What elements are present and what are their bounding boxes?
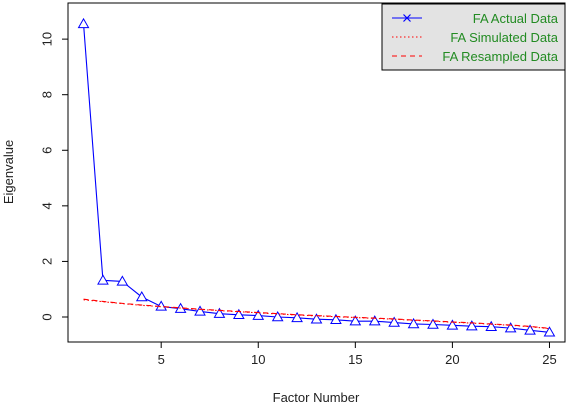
x-tick-label: 15 bbox=[348, 352, 362, 367]
data-point bbox=[446, 319, 459, 330]
y-tick-label: 8 bbox=[39, 91, 54, 98]
legend: FA Actual Data FA Simulated Data FA Resamp… bbox=[381, 3, 566, 71]
legend-marker bbox=[403, 14, 411, 22]
data-point bbox=[388, 316, 401, 327]
data-point bbox=[97, 274, 109, 285]
x-tick-label: 20 bbox=[445, 352, 459, 367]
legend-label: FA Resampled Data bbox=[442, 49, 558, 64]
x-tick-label: 5 bbox=[158, 352, 165, 367]
y-tick-label: 10 bbox=[39, 32, 54, 46]
series-line bbox=[83, 298, 550, 329]
plot-frame bbox=[67, 2, 566, 343]
data-point bbox=[213, 307, 226, 318]
data-point bbox=[330, 313, 342, 325]
legend-label: FA Simulated Data bbox=[450, 30, 558, 45]
data-point bbox=[252, 309, 265, 320]
data-point bbox=[407, 317, 420, 329]
x-axis-title: Factor Number bbox=[273, 390, 360, 405]
data-point bbox=[291, 311, 303, 323]
x-axis: 5 10 15 20 25 bbox=[158, 342, 557, 367]
data-point bbox=[310, 313, 323, 324]
legend-label: FA Actual Data bbox=[473, 11, 559, 26]
y-axis: 0 2 4 6 8 10 bbox=[39, 32, 68, 321]
y-axis-title: Eigenvalue bbox=[1, 140, 16, 204]
y-tick-label: 2 bbox=[39, 258, 54, 265]
data-point bbox=[77, 17, 90, 29]
data-point bbox=[504, 322, 517, 333]
data-point bbox=[368, 315, 381, 326]
x-tick-label: 25 bbox=[542, 352, 556, 367]
data-point bbox=[135, 290, 148, 302]
data-point bbox=[194, 305, 206, 316]
y-tick-label: 6 bbox=[39, 147, 54, 154]
data-point bbox=[427, 318, 439, 329]
data-point bbox=[524, 324, 536, 335]
y-tick-label: 0 bbox=[39, 313, 54, 320]
data-point bbox=[485, 320, 498, 331]
x-tick-label: 10 bbox=[251, 352, 265, 367]
data-point bbox=[543, 326, 556, 337]
y-tick-label: 4 bbox=[39, 202, 54, 209]
data-point bbox=[465, 320, 478, 331]
data-point bbox=[349, 315, 362, 326]
series-layer bbox=[77, 17, 556, 337]
data-point bbox=[116, 275, 129, 286]
data-point bbox=[271, 310, 284, 322]
data-point bbox=[232, 308, 245, 320]
